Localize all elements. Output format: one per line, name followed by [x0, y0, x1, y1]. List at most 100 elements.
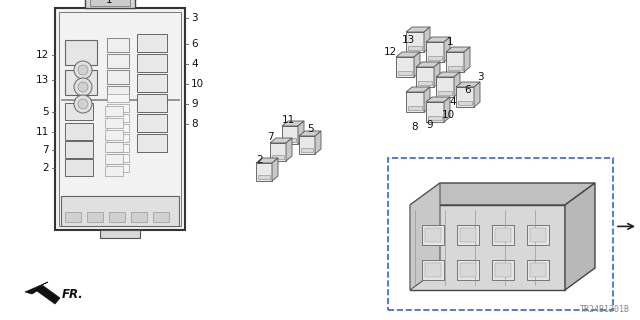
Bar — [137, 94, 167, 112]
Circle shape — [78, 82, 88, 92]
Bar — [527, 225, 549, 245]
Bar — [105, 166, 123, 176]
Text: 1: 1 — [106, 0, 112, 5]
Bar — [456, 87, 474, 107]
Text: 4: 4 — [191, 59, 198, 69]
Bar — [272, 155, 284, 159]
Bar — [107, 124, 129, 132]
Bar — [258, 175, 270, 179]
Polygon shape — [424, 87, 430, 112]
Bar — [100, 230, 140, 238]
Polygon shape — [25, 282, 60, 304]
Polygon shape — [282, 121, 304, 126]
Text: 3: 3 — [477, 72, 483, 82]
Text: 2: 2 — [42, 163, 49, 173]
Text: 11: 11 — [36, 127, 49, 137]
Text: 11: 11 — [282, 115, 294, 125]
Bar — [65, 159, 93, 176]
Polygon shape — [416, 62, 440, 67]
Bar — [109, 212, 125, 222]
Bar — [256, 163, 272, 181]
Bar — [131, 212, 147, 222]
Bar — [388, 158, 613, 310]
Text: 7: 7 — [42, 145, 49, 155]
Text: 10: 10 — [191, 79, 204, 89]
Bar — [107, 144, 129, 152]
Bar — [416, 67, 434, 87]
Polygon shape — [474, 82, 480, 107]
Bar — [107, 86, 129, 100]
Bar — [457, 225, 479, 245]
Bar — [422, 260, 444, 280]
Bar — [406, 32, 424, 52]
Bar — [425, 228, 441, 242]
Text: 2: 2 — [257, 155, 263, 165]
Text: 8: 8 — [412, 122, 419, 132]
Bar — [137, 134, 167, 152]
Text: FR.: FR. — [62, 287, 84, 300]
Bar — [428, 56, 442, 60]
Text: 3: 3 — [191, 13, 198, 23]
Text: 9: 9 — [427, 120, 433, 130]
Bar — [422, 225, 444, 245]
Bar — [107, 104, 129, 112]
Bar — [105, 142, 123, 152]
Polygon shape — [410, 183, 440, 290]
Circle shape — [74, 61, 92, 79]
Bar — [495, 228, 511, 242]
Bar — [137, 54, 167, 72]
Text: 6: 6 — [465, 85, 471, 95]
Bar — [270, 143, 286, 161]
Bar — [137, 34, 167, 52]
Text: 10: 10 — [442, 110, 454, 120]
Bar — [65, 212, 81, 222]
Bar — [61, 99, 179, 100]
Bar — [87, 212, 103, 222]
Bar — [65, 70, 97, 95]
Bar — [107, 38, 129, 52]
Bar — [398, 71, 412, 75]
Bar — [107, 94, 129, 102]
Polygon shape — [434, 62, 440, 87]
Bar — [65, 123, 93, 140]
Polygon shape — [256, 158, 278, 163]
Polygon shape — [436, 72, 460, 77]
Bar — [418, 81, 432, 85]
Polygon shape — [444, 37, 450, 62]
Bar — [137, 74, 167, 92]
Text: 13: 13 — [36, 75, 49, 85]
Bar — [492, 260, 514, 280]
Bar — [107, 134, 129, 142]
Text: 1: 1 — [447, 37, 453, 47]
Bar — [65, 141, 93, 158]
Bar — [495, 263, 511, 277]
Bar — [299, 136, 315, 154]
Bar — [530, 228, 546, 242]
Bar — [55, 8, 185, 230]
Polygon shape — [464, 47, 470, 72]
Bar — [105, 130, 123, 140]
Text: 6: 6 — [191, 39, 198, 49]
Bar — [282, 126, 298, 144]
Polygon shape — [454, 72, 460, 97]
Bar — [65, 103, 93, 120]
Bar — [107, 154, 129, 162]
Bar — [527, 260, 549, 280]
Circle shape — [74, 78, 92, 96]
Bar — [408, 106, 422, 110]
Text: TR24B1301B: TR24B1301B — [580, 305, 630, 314]
Bar — [426, 102, 444, 122]
Bar — [107, 54, 129, 68]
Circle shape — [78, 99, 88, 109]
Bar — [428, 116, 442, 120]
Bar — [492, 225, 514, 245]
Polygon shape — [444, 97, 450, 122]
Polygon shape — [396, 52, 420, 57]
Bar — [396, 57, 414, 77]
Polygon shape — [299, 131, 321, 136]
Bar — [107, 164, 129, 172]
Bar — [406, 92, 424, 112]
Bar — [107, 114, 129, 122]
Text: 5: 5 — [307, 124, 314, 134]
Polygon shape — [424, 27, 430, 52]
